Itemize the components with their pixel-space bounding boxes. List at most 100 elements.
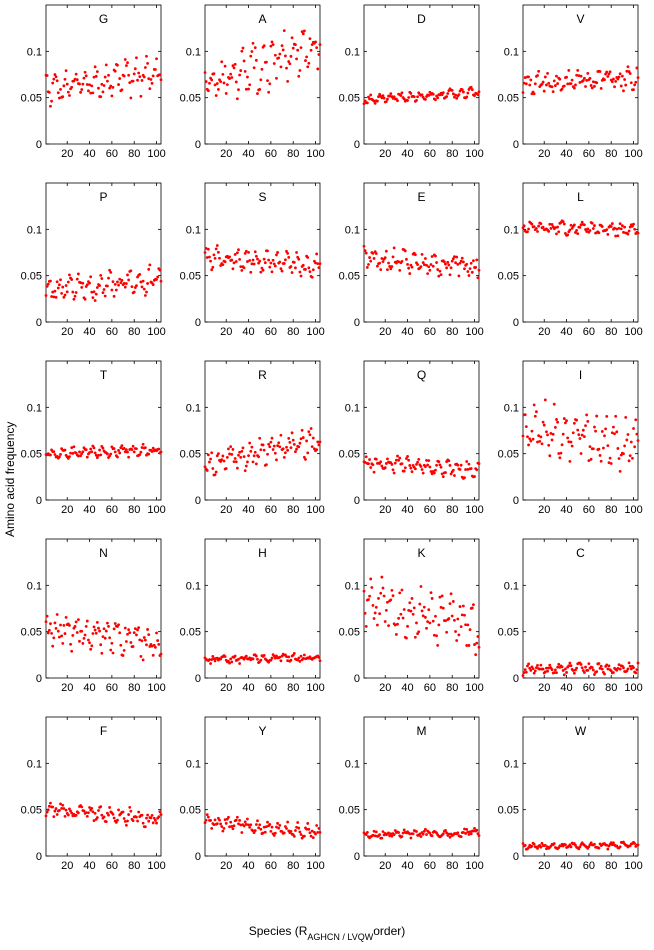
panel-V-point <box>565 75 568 79</box>
panel-R-point <box>241 446 245 450</box>
panel-P-point <box>75 277 79 281</box>
panel-P-point <box>100 277 104 280</box>
panel-V-point <box>570 78 574 82</box>
panel-I-point <box>527 443 530 447</box>
panel-I-point <box>607 461 611 465</box>
panel-W-point <box>568 843 572 847</box>
panel-I-point <box>561 432 565 436</box>
panel-S-point <box>272 262 276 266</box>
panel-R-point <box>237 453 240 457</box>
panel-G-xtick-label: 60 <box>106 148 118 160</box>
panel-L-point <box>623 225 627 229</box>
panel-N-point <box>151 653 155 657</box>
panel-G-point <box>140 79 144 82</box>
panel-Y-point <box>219 822 223 826</box>
panel-Q-point <box>421 471 425 475</box>
panel-P-point <box>90 290 94 294</box>
panel-Q-point <box>394 458 398 462</box>
panel-C-point <box>606 667 610 671</box>
panel-S-point <box>239 265 243 269</box>
panel-G-xtick-label: 100 <box>147 148 165 160</box>
panel-L-point <box>590 221 594 225</box>
panel-M-point <box>441 832 445 836</box>
panel-V-point <box>589 84 593 87</box>
panel-I-point <box>552 402 556 406</box>
panel-V-point <box>608 70 612 74</box>
panel-G-point <box>82 76 86 80</box>
panel-Q-point <box>363 461 367 464</box>
panel-R-point <box>298 441 302 445</box>
panel-R-point <box>275 458 278 462</box>
panel-Y-point <box>215 822 219 826</box>
panel-F-ytick-label: 0.1 <box>27 758 42 770</box>
panel-W-xtick-label: 80 <box>605 860 617 872</box>
panel-A-point <box>212 72 216 76</box>
panel-W-point <box>539 845 543 849</box>
panel-G-point <box>122 74 126 78</box>
panel-K-point <box>397 616 401 620</box>
panel-D-title: D <box>417 12 426 26</box>
panel-C-point <box>538 667 542 671</box>
panel-V-point <box>585 78 589 82</box>
panel-T-point <box>127 455 131 459</box>
panel-R-point <box>315 448 319 452</box>
panel-A-point <box>283 54 287 58</box>
panel-V-point <box>536 74 539 77</box>
panel-C-point <box>593 673 596 676</box>
panel-P-point <box>80 286 84 289</box>
panel-E-xtick-label: 60 <box>424 326 436 338</box>
panel-E-ytick-label: 0.05 <box>339 271 360 283</box>
panel-G-point <box>154 68 157 71</box>
panel-T-point <box>97 453 100 457</box>
panel-G-point <box>128 81 132 85</box>
panel-P-point <box>116 280 119 284</box>
panel-H-point <box>233 654 237 658</box>
panel-K-point <box>422 605 426 609</box>
panel-R-point <box>271 448 275 451</box>
panel-D-point <box>453 95 456 99</box>
panel-E-point <box>431 264 435 268</box>
panel-K-point <box>424 615 427 619</box>
panel-N-point <box>155 631 158 635</box>
panel-A-point <box>243 69 247 73</box>
panel-K-frame <box>363 538 480 679</box>
panel-M-point <box>401 831 405 835</box>
panel-A-point <box>244 87 248 91</box>
panel-L-point <box>526 230 529 234</box>
panel-L-point <box>593 224 596 227</box>
panel-T-point <box>88 451 91 454</box>
panel-S-point <box>259 270 263 274</box>
panel-N-point <box>147 633 151 637</box>
panel-I-point <box>601 446 605 450</box>
panel-R-point <box>208 460 211 464</box>
panel-M-xtick-label: 40 <box>401 860 413 872</box>
panel-T-point <box>135 447 138 451</box>
panel-I-xtick-label: 20 <box>538 504 550 516</box>
panel-G-point <box>74 72 78 76</box>
panel-E-point <box>469 261 473 265</box>
panel-P-ytick-label: 0 <box>36 317 42 329</box>
panel-A-point <box>225 83 229 87</box>
panel-V-point <box>529 78 533 82</box>
panel-E-point <box>386 268 389 272</box>
panel-G-point <box>47 90 51 94</box>
panel-I-point <box>571 431 575 435</box>
panel-A-point <box>279 65 283 69</box>
panel-S-point <box>254 254 258 258</box>
panel-I-point <box>609 462 613 465</box>
panel-A-point <box>247 87 250 91</box>
panel-T-point <box>72 445 76 449</box>
panel-P-point <box>145 290 148 294</box>
panel-E-point <box>429 263 433 266</box>
panel-Q-xtick-label: 80 <box>446 504 458 516</box>
panel-E-point <box>364 251 368 255</box>
panel-L-point <box>618 222 622 226</box>
panel-G-point <box>62 84 66 88</box>
panel-T-title: T <box>100 368 108 382</box>
panel-S-ytick-label: 0.05 <box>180 271 201 283</box>
panel-H-xtick-label: 20 <box>220 682 232 694</box>
panel-F-xtick-label: 60 <box>106 860 118 872</box>
panel-P-point <box>143 294 147 297</box>
panel-P-point <box>50 295 53 298</box>
